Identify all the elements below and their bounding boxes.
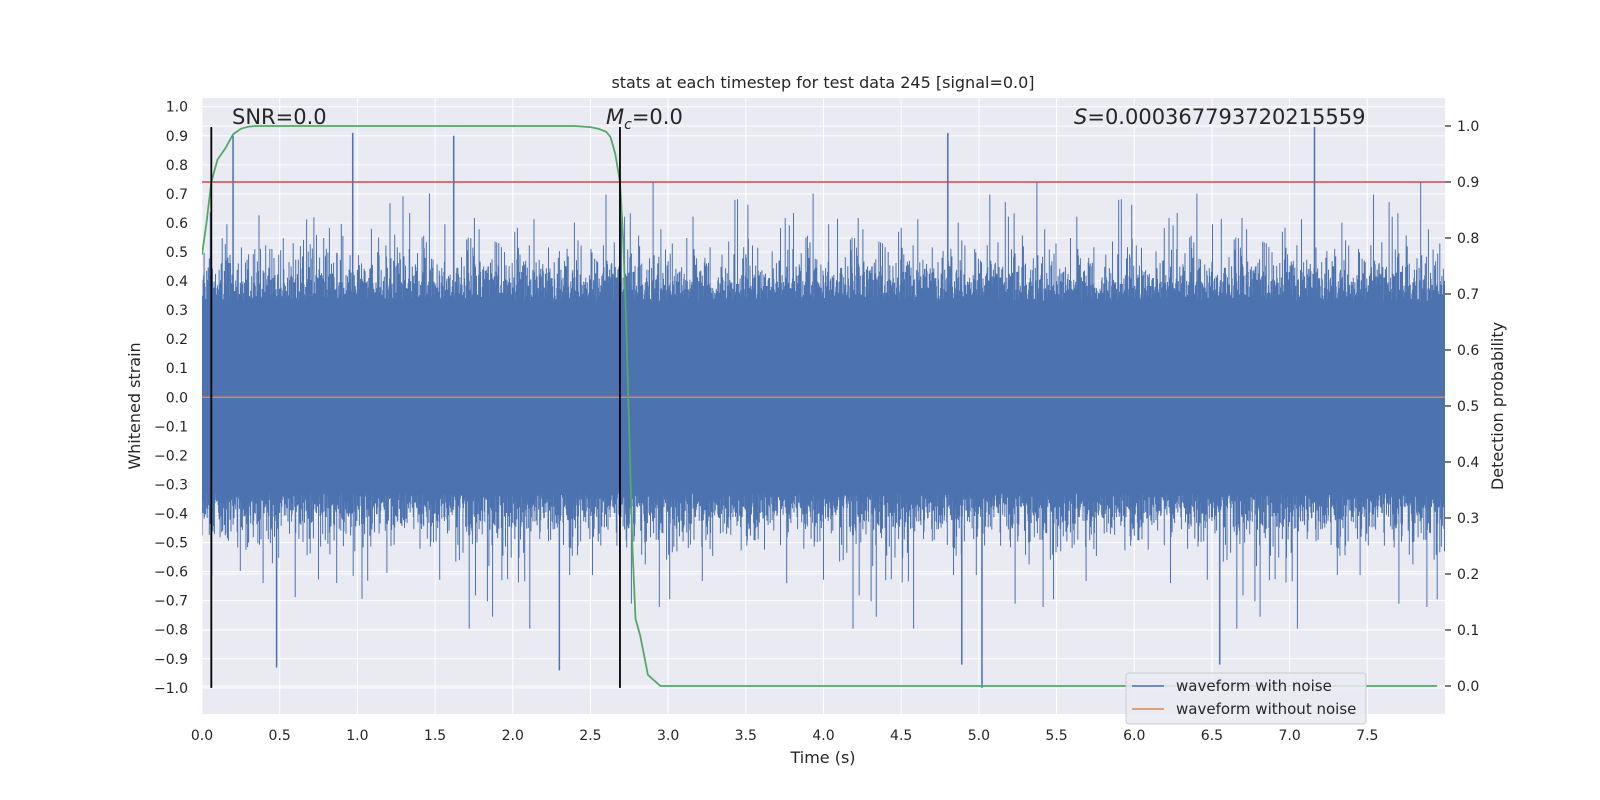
s-value: =0.000367793720215559 [1087, 105, 1365, 129]
y2-tick-label: 0.8 [1457, 231, 1479, 247]
vertical-markers [210, 127, 621, 688]
x-tick-label: 5.5 [1045, 728, 1067, 744]
y2-tick-label: 0.3 [1457, 511, 1479, 527]
y2-tick-label: 0.2 [1457, 567, 1479, 583]
x-axis-label: Time (s) [789, 748, 855, 767]
x-axis-ticks: 0.0 0.5 1.0 1.5 2.0 2.5 3.0 3.5 4.0 4.5 5.0 5.5 6.0 6… [191, 728, 1379, 744]
x-tick-label: 7.5 [1356, 728, 1378, 744]
y2-tick-label: 0.9 [1457, 175, 1479, 191]
y-tick-label: −0.5 [154, 536, 188, 552]
detection-probability-line [202, 125, 1438, 687]
y-tick-label: 0.7 [166, 187, 188, 203]
x-tick-label: 6.0 [1123, 728, 1145, 744]
waveform-with-noise-series [202, 127, 1445, 688]
y2-tick-label: 1.0 [1457, 119, 1479, 135]
y-tick-label: −0.1 [154, 419, 188, 435]
y-tick-label: 0.0 [166, 390, 188, 406]
x-tick-label: 0.0 [191, 728, 213, 744]
y-tick-label: 0.6 [166, 216, 188, 232]
mc-annotation: Mc=0.0 [606, 105, 683, 133]
mc-symbol: M [606, 105, 624, 129]
x-tick-label: 0.5 [269, 728, 291, 744]
y-tick-label: 0.3 [166, 303, 188, 319]
y-tick-label: 0.2 [166, 332, 188, 348]
y-tick-label: −0.4 [154, 507, 188, 523]
legend-label-noise: waveform with noise [1176, 677, 1332, 695]
y-axis-ticks: 1.0 0.9 0.8 0.7 0.6 0.5 0.4 0.3 0.2 0.1 0.0 −0.1 −0.… [154, 100, 188, 697]
y-tick-label: 0.4 [166, 274, 188, 290]
x-tick-label: 4.5 [890, 728, 912, 744]
mc-subscript: c [624, 117, 632, 133]
y-tick-label: 0.8 [166, 158, 188, 174]
y-tick-label: 0.1 [166, 361, 188, 377]
s-symbol: S [1074, 105, 1087, 129]
mc-value: =0.0 [632, 105, 683, 129]
legend-label-clean: waveform without noise [1176, 700, 1356, 718]
y2-tick-label: 0.1 [1457, 623, 1479, 639]
y2-tick-label: 0.5 [1457, 399, 1479, 415]
y-axis-label: Whitened strain [125, 342, 144, 469]
y2-tick-label: 0.7 [1457, 287, 1479, 303]
y2-axis-ticks: 1.0 0.9 0.8 0.7 0.6 0.5 0.4 0.3 0.2 0.1 0.0 [1445, 119, 1479, 695]
y-tick-label: −0.2 [154, 448, 188, 464]
x-tick-label: 6.5 [1201, 728, 1223, 744]
legend-box [1125, 672, 1367, 725]
y-tick-label: −0.6 [154, 565, 188, 581]
y-tick-label: −0.8 [154, 623, 188, 639]
x-tick-label: 3.5 [735, 728, 757, 744]
y2-tick-label: 0.4 [1457, 455, 1479, 471]
y-tick-label: 1.0 [166, 100, 188, 116]
x-tick-label: 1.0 [346, 728, 368, 744]
y-tick-label: 0.9 [166, 129, 188, 145]
y2-tick-label: 0.0 [1457, 679, 1479, 695]
y-tick-label: −0.3 [154, 477, 188, 493]
y-tick-label: −1.0 [154, 681, 188, 697]
x-tick-label: 7.0 [1278, 728, 1300, 744]
x-tick-label: 3.0 [657, 728, 679, 744]
y-tick-label: 0.5 [166, 245, 188, 261]
x-tick-label: 2.5 [579, 728, 601, 744]
y-tick-label: −0.9 [154, 652, 188, 668]
x-tick-label: 5.0 [968, 728, 990, 744]
chart-title: stats at each timestep for test data 245… [611, 73, 1034, 92]
x-tick-label: 2.0 [502, 728, 524, 744]
y2-axis-label: Detection probability [1488, 322, 1507, 490]
s-annotation: S=0.000367793720215559 [1074, 105, 1365, 129]
snr-annotation: SNR=0.0 [232, 105, 327, 129]
legend: waveform with noise waveform without noi… [1125, 672, 1367, 725]
y-tick-label: −0.7 [154, 594, 188, 610]
x-tick-label: 4.0 [812, 728, 834, 744]
x-tick-label: 1.5 [424, 728, 446, 744]
y2-tick-label: 0.6 [1457, 343, 1479, 359]
